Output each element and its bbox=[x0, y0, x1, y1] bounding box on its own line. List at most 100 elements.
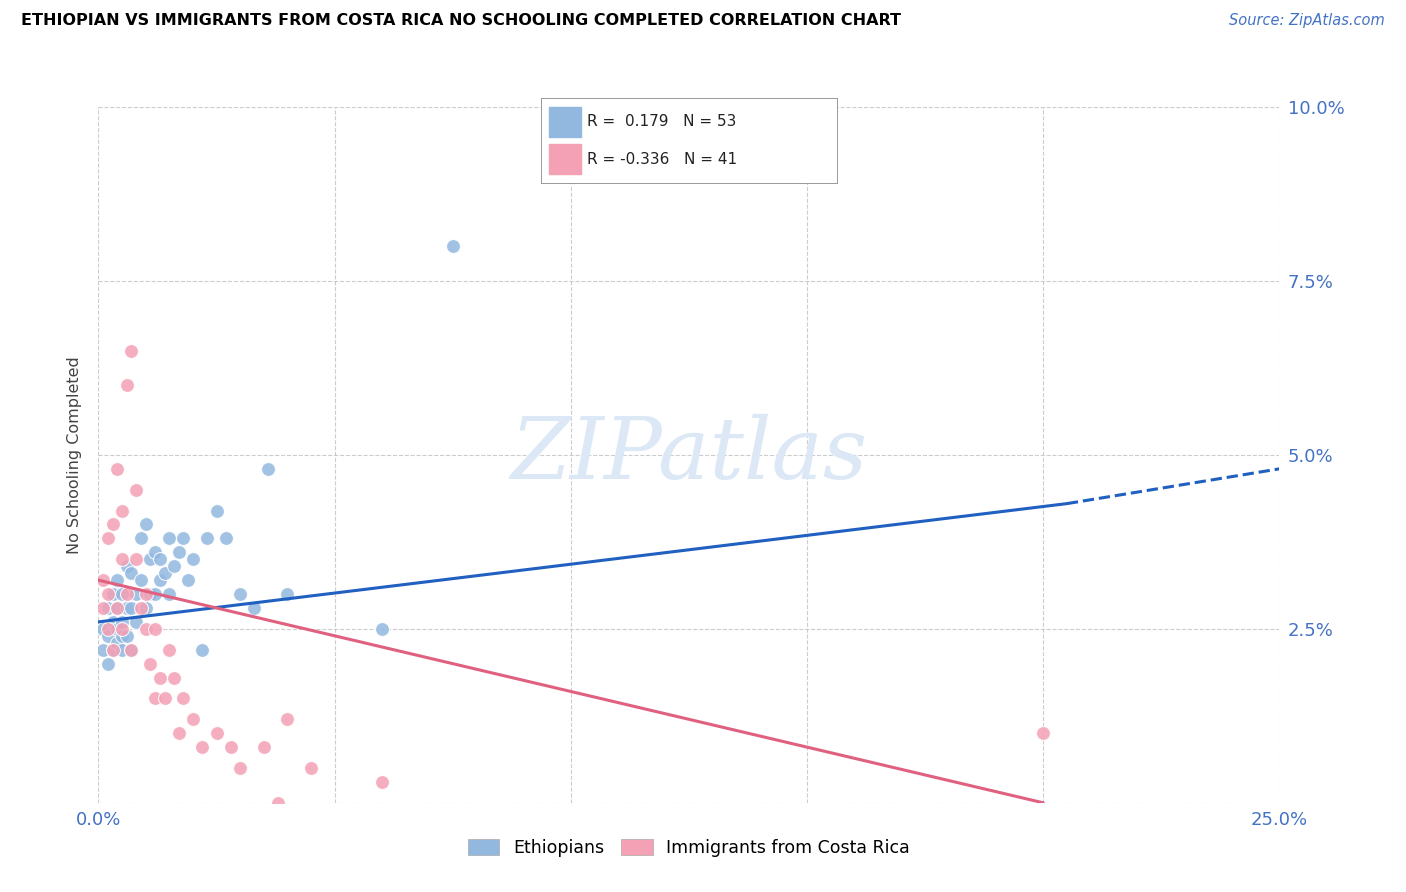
Point bbox=[177, 573, 200, 587]
Point bbox=[111, 503, 134, 517]
Point bbox=[172, 532, 194, 546]
Point bbox=[143, 691, 166, 706]
Point bbox=[105, 573, 128, 587]
Point bbox=[276, 587, 298, 601]
Point bbox=[97, 657, 120, 671]
Point bbox=[97, 622, 120, 636]
Point bbox=[105, 462, 128, 476]
Point bbox=[1032, 726, 1054, 740]
Point bbox=[105, 636, 128, 650]
Point bbox=[135, 601, 157, 615]
Bar bbox=[548, 107, 581, 137]
Point bbox=[135, 622, 157, 636]
Point bbox=[101, 587, 124, 601]
Point bbox=[243, 601, 266, 615]
Point bbox=[153, 566, 176, 581]
Point bbox=[205, 503, 228, 517]
Point bbox=[121, 343, 143, 358]
Point bbox=[121, 642, 143, 657]
Point bbox=[153, 691, 176, 706]
Point bbox=[111, 552, 134, 566]
Point bbox=[115, 378, 138, 392]
Text: R =  0.179   N = 53: R = 0.179 N = 53 bbox=[588, 114, 737, 129]
Point bbox=[139, 587, 162, 601]
Point bbox=[101, 615, 124, 629]
Point bbox=[101, 642, 124, 657]
Point bbox=[97, 601, 120, 615]
Point bbox=[371, 775, 394, 789]
Point bbox=[121, 566, 143, 581]
Point bbox=[121, 642, 143, 657]
Point bbox=[129, 573, 152, 587]
Point bbox=[257, 462, 280, 476]
Point bbox=[135, 587, 157, 601]
Point bbox=[91, 642, 114, 657]
Point bbox=[111, 615, 134, 629]
Point bbox=[115, 601, 138, 615]
Point bbox=[101, 517, 124, 532]
Point bbox=[371, 622, 394, 636]
Point bbox=[219, 740, 242, 755]
Point bbox=[135, 517, 157, 532]
Point bbox=[167, 726, 190, 740]
Point bbox=[215, 532, 238, 546]
Legend: Ethiopians, Immigrants from Costa Rica: Ethiopians, Immigrants from Costa Rica bbox=[461, 831, 917, 863]
Point bbox=[139, 657, 162, 671]
Point bbox=[115, 559, 138, 574]
Point bbox=[115, 629, 138, 643]
Point bbox=[121, 601, 143, 615]
Point bbox=[157, 587, 180, 601]
Point bbox=[191, 740, 214, 755]
Point bbox=[149, 671, 172, 685]
Point bbox=[143, 587, 166, 601]
Point bbox=[125, 587, 148, 601]
Point bbox=[125, 552, 148, 566]
Point bbox=[157, 642, 180, 657]
Point bbox=[276, 712, 298, 726]
Point bbox=[191, 642, 214, 657]
Point bbox=[143, 545, 166, 559]
Text: R = -0.336   N = 41: R = -0.336 N = 41 bbox=[588, 152, 737, 167]
Point bbox=[139, 552, 162, 566]
Point bbox=[91, 622, 114, 636]
Y-axis label: No Schooling Completed: No Schooling Completed bbox=[67, 356, 83, 554]
Point bbox=[195, 532, 218, 546]
Point bbox=[125, 483, 148, 497]
Point bbox=[125, 615, 148, 629]
Point bbox=[111, 642, 134, 657]
Point bbox=[129, 532, 152, 546]
Point bbox=[101, 642, 124, 657]
Point bbox=[560, 169, 582, 184]
Point bbox=[229, 587, 252, 601]
Point bbox=[163, 559, 186, 574]
Point bbox=[163, 671, 186, 685]
Point bbox=[149, 573, 172, 587]
Point bbox=[205, 726, 228, 740]
Point bbox=[105, 601, 128, 615]
Point bbox=[157, 532, 180, 546]
Point bbox=[172, 691, 194, 706]
Point bbox=[111, 622, 134, 636]
Bar bbox=[548, 144, 581, 175]
Point bbox=[143, 622, 166, 636]
Point bbox=[441, 239, 464, 253]
Point bbox=[105, 601, 128, 615]
Point bbox=[97, 532, 120, 546]
Point bbox=[91, 573, 114, 587]
Point bbox=[229, 761, 252, 775]
Point bbox=[149, 552, 172, 566]
Point bbox=[167, 545, 190, 559]
Point bbox=[97, 587, 120, 601]
Point bbox=[97, 629, 120, 643]
Point bbox=[267, 796, 290, 810]
Point bbox=[181, 552, 204, 566]
Point bbox=[253, 740, 276, 755]
Point bbox=[115, 587, 138, 601]
Point bbox=[111, 587, 134, 601]
Point bbox=[129, 601, 152, 615]
Point bbox=[105, 622, 128, 636]
Point bbox=[111, 629, 134, 643]
Point bbox=[91, 601, 114, 615]
Point bbox=[181, 712, 204, 726]
Point bbox=[299, 761, 322, 775]
